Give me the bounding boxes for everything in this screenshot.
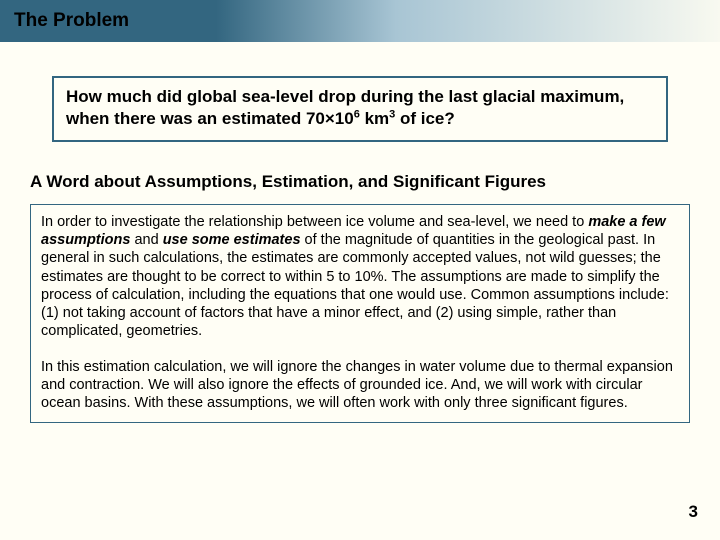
body-p1-emph2: use some estimates bbox=[163, 232, 301, 248]
body-p1-a: In order to investigate the relationship… bbox=[41, 214, 588, 230]
body-p1-b: and bbox=[130, 232, 162, 248]
body-box: In order to investigate the relationship… bbox=[30, 204, 690, 423]
question-mid: km bbox=[360, 109, 389, 128]
page-title: The Problem bbox=[14, 10, 129, 32]
body-para-2: In this estimation calculation, we will … bbox=[41, 358, 679, 412]
header-bar: The Problem bbox=[0, 0, 720, 42]
question-text: How much did global sea-level drop durin… bbox=[66, 86, 654, 130]
body-para-1: In order to investigate the relationship… bbox=[41, 213, 679, 340]
section-heading: A Word about Assumptions, Estimation, an… bbox=[30, 172, 690, 192]
question-prefix: How much did global sea-level drop durin… bbox=[66, 87, 624, 128]
question-suffix: of ice? bbox=[395, 109, 455, 128]
question-box: How much did global sea-level drop durin… bbox=[52, 76, 668, 142]
page-number: 3 bbox=[689, 502, 698, 522]
